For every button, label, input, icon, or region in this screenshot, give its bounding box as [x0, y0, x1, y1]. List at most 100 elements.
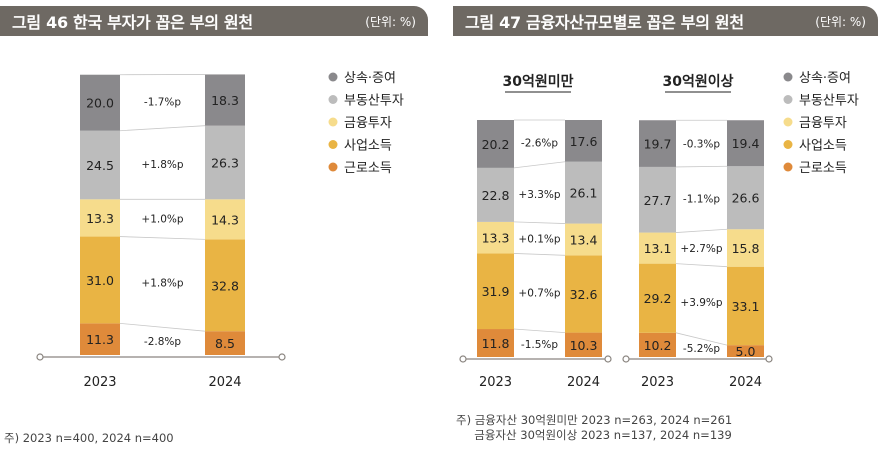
fig47-over3b-value-real_estate-2023: 27.7: [644, 193, 672, 208]
fig46-value-business-2023: 31.0: [86, 273, 114, 288]
fig46-bar-business-2023: [80, 236, 120, 324]
fig47-over3b-connector-0: [675, 332, 728, 346]
fig46-bar-financial-2024: [205, 199, 245, 240]
legend1-label-labor: 근로소득: [344, 161, 392, 176]
legend2-marker-financial: [783, 117, 793, 127]
fig46-connector-0: [119, 322, 206, 332]
fig47-over3b-bar-labor-2023: [639, 332, 676, 357]
fig47-under3b-value-inheritance-2023: 20.2: [482, 137, 510, 152]
figure46-unit: (단위: %): [365, 14, 416, 29]
figure46-title: 그림 46 한국 부자가 꼽은 부의 원천: [12, 13, 253, 32]
fig47-under3b-bar-business-2023: [477, 253, 514, 330]
fig47-over3b-value-business-2023: 29.2: [644, 291, 672, 306]
fig46-bar-real_estate-2023: [80, 130, 120, 200]
fig47-under3b-bar-financial-2023: [477, 221, 514, 254]
fig47-over3b-bar-real_estate-2023: [639, 166, 676, 233]
fig46-bar-real_estate-2024: [205, 125, 245, 200]
fig46-tick-2023: 2023: [83, 375, 116, 390]
fig47-under3b-bar-business-2024: [565, 255, 602, 333]
fig47-over3b-bar-real_estate-2024: [727, 166, 764, 230]
fig46-connector-3: [119, 125, 206, 132]
fig46-bar-labor-2023: [80, 323, 120, 355]
fig46-diff-real_estate: +1.8%p: [141, 159, 183, 171]
fig46-bar-labor-2024: [205, 331, 245, 355]
fig47-under3b-axis-start-dot: [459, 355, 467, 363]
fig47-under3b-bar-real_estate-2023: [477, 167, 514, 222]
fig47-over3b-bar-business-2023: [639, 263, 676, 333]
fig47-over3b-diff-inheritance: -0.3%p: [683, 138, 720, 150]
fig47-under3b-tick-2023: 2023: [479, 375, 512, 390]
fig47-over3b-value-financial-2023: 13.1: [644, 241, 672, 256]
fig47-over3b-connector-2: [675, 228, 728, 233]
fig47-over3b-bar-financial-2024: [727, 229, 764, 267]
fig46-diff-labor: -2.8%p: [144, 336, 181, 348]
figure47-note-line2: 금융자산 30억원이상 2023 n=137, 2024 n=139: [456, 428, 732, 442]
fig46-bar-inheritance-2024: [205, 74, 245, 126]
legend1-marker-financial: [328, 117, 338, 127]
fig47-under3b-bar-inheritance-2023: [477, 120, 514, 168]
fig46-axis-end-dot: [278, 353, 286, 361]
fig47-under3b-bar-labor-2023: [477, 329, 514, 357]
legend1-label-real_estate: 부동산투자: [344, 94, 404, 109]
figure47-unit: (단위: %): [815, 14, 866, 29]
legend2-label-labor: 근로소득: [799, 161, 847, 176]
fig46-value-financial-2023: 13.3: [86, 211, 114, 226]
legend2-label-real_estate: 부동산투자: [799, 94, 859, 109]
legend1-marker-business: [328, 140, 338, 149]
fig47-under3b-value-real_estate-2023: 22.8: [482, 188, 510, 203]
fig47-under3b-value-business-2023: 31.9: [482, 284, 510, 299]
fig47-over3b-subtitle: 30억원이상: [662, 73, 733, 90]
fig47-under3b-value-financial-2024: 13.4: [570, 232, 598, 247]
fig47-under3b-connector-1: [513, 253, 566, 256]
legend2-marker-business: [783, 140, 793, 149]
fig46-connector-1: [119, 236, 206, 240]
fig47-over3b-diff-real_estate: -1.1%p: [683, 194, 720, 206]
fig46-value-labor-2023: 11.3: [86, 332, 114, 347]
fig46-bar-financial-2023: [80, 199, 120, 237]
fig47-over3b-connector-3: [675, 165, 728, 168]
fig47-under3b-axis-end-dot: [604, 355, 612, 363]
fig47-over3b-bar-business-2024: [727, 266, 764, 346]
fig47-under3b-diff-labor: -1.5%p: [521, 339, 558, 351]
fig47-under3b-connector-2: [513, 221, 566, 224]
legend1-label-business: 사업소득: [344, 139, 392, 154]
legend2-marker-inheritance: [783, 72, 793, 82]
fig46-value-real_estate-2023: 24.5: [86, 158, 114, 173]
fig46-diff-business: +1.8%p: [141, 278, 183, 290]
fig47-under3b-diff-financial: +0.1%p: [518, 234, 560, 246]
figure47-title: 그림 47 금융자산규모별로 꼽은 부의 원천: [465, 13, 744, 32]
fig47-under3b-value-labor-2024: 10.3: [570, 338, 598, 353]
fig46-value-labor-2024: 8.5: [215, 336, 235, 351]
legend1-label-inheritance: 상속·증여: [344, 71, 396, 86]
fig47-under3b-value-real_estate-2024: 26.1: [570, 186, 598, 201]
fig47-over3b-tick-2024: 2024: [729, 375, 762, 390]
fig47-over3b-axis-end-dot: [765, 355, 773, 363]
fig47-under3b-bar-inheritance-2024: [565, 120, 602, 162]
figure46-note: 주) 2023 n=400, 2024 n=400: [4, 431, 174, 445]
fig47-under3b-value-labor-2023: 11.8: [482, 336, 510, 351]
legend2-label-financial: 금융투자: [799, 116, 847, 131]
fig46-bar-inheritance-2023: [80, 74, 120, 131]
figure47-header: 그림 47 금융자산규모별로 꼽은 부의 원천 (단위: %): [453, 6, 878, 36]
fig47-over3b-axis-start-dot: [622, 355, 630, 363]
fig47-over3b-value-real_estate-2024: 26.6: [732, 191, 760, 206]
fig46-value-inheritance-2024: 18.3: [211, 93, 239, 108]
fig47-over3b-tick-2023: 2023: [641, 375, 674, 390]
fig47-over3b-value-inheritance-2023: 19.7: [644, 137, 672, 152]
fig47-over3b-value-labor-2024: 5.0: [736, 344, 756, 359]
fig47-over3b-bar-inheritance-2023: [639, 120, 676, 167]
legend2-label-inheritance: 상속·증여: [799, 71, 851, 86]
fig47-under3b-value-business-2024: 32.6: [570, 287, 598, 302]
fig47-over3b-diff-labor: -5.2%p: [683, 343, 720, 355]
legend2-marker-labor: [783, 162, 793, 172]
fig47-under3b-connector-0: [513, 328, 566, 333]
fig47-over3b-value-business-2024: 33.1: [732, 299, 760, 314]
fig47-over3b-connector-1: [675, 263, 728, 268]
fig46-axis-start-dot: [36, 353, 44, 361]
fig46-bar-business-2024: [205, 239, 245, 332]
legend1-marker-real_estate: [328, 95, 338, 104]
fig47-over3b-bar-labor-2024: [727, 345, 764, 357]
figure47-note-line1: 주) 금융자산 30억원미만 2023 n=263, 2024 n=261: [456, 413, 733, 427]
fig47-over3b-bar-inheritance-2024: [727, 120, 764, 167]
